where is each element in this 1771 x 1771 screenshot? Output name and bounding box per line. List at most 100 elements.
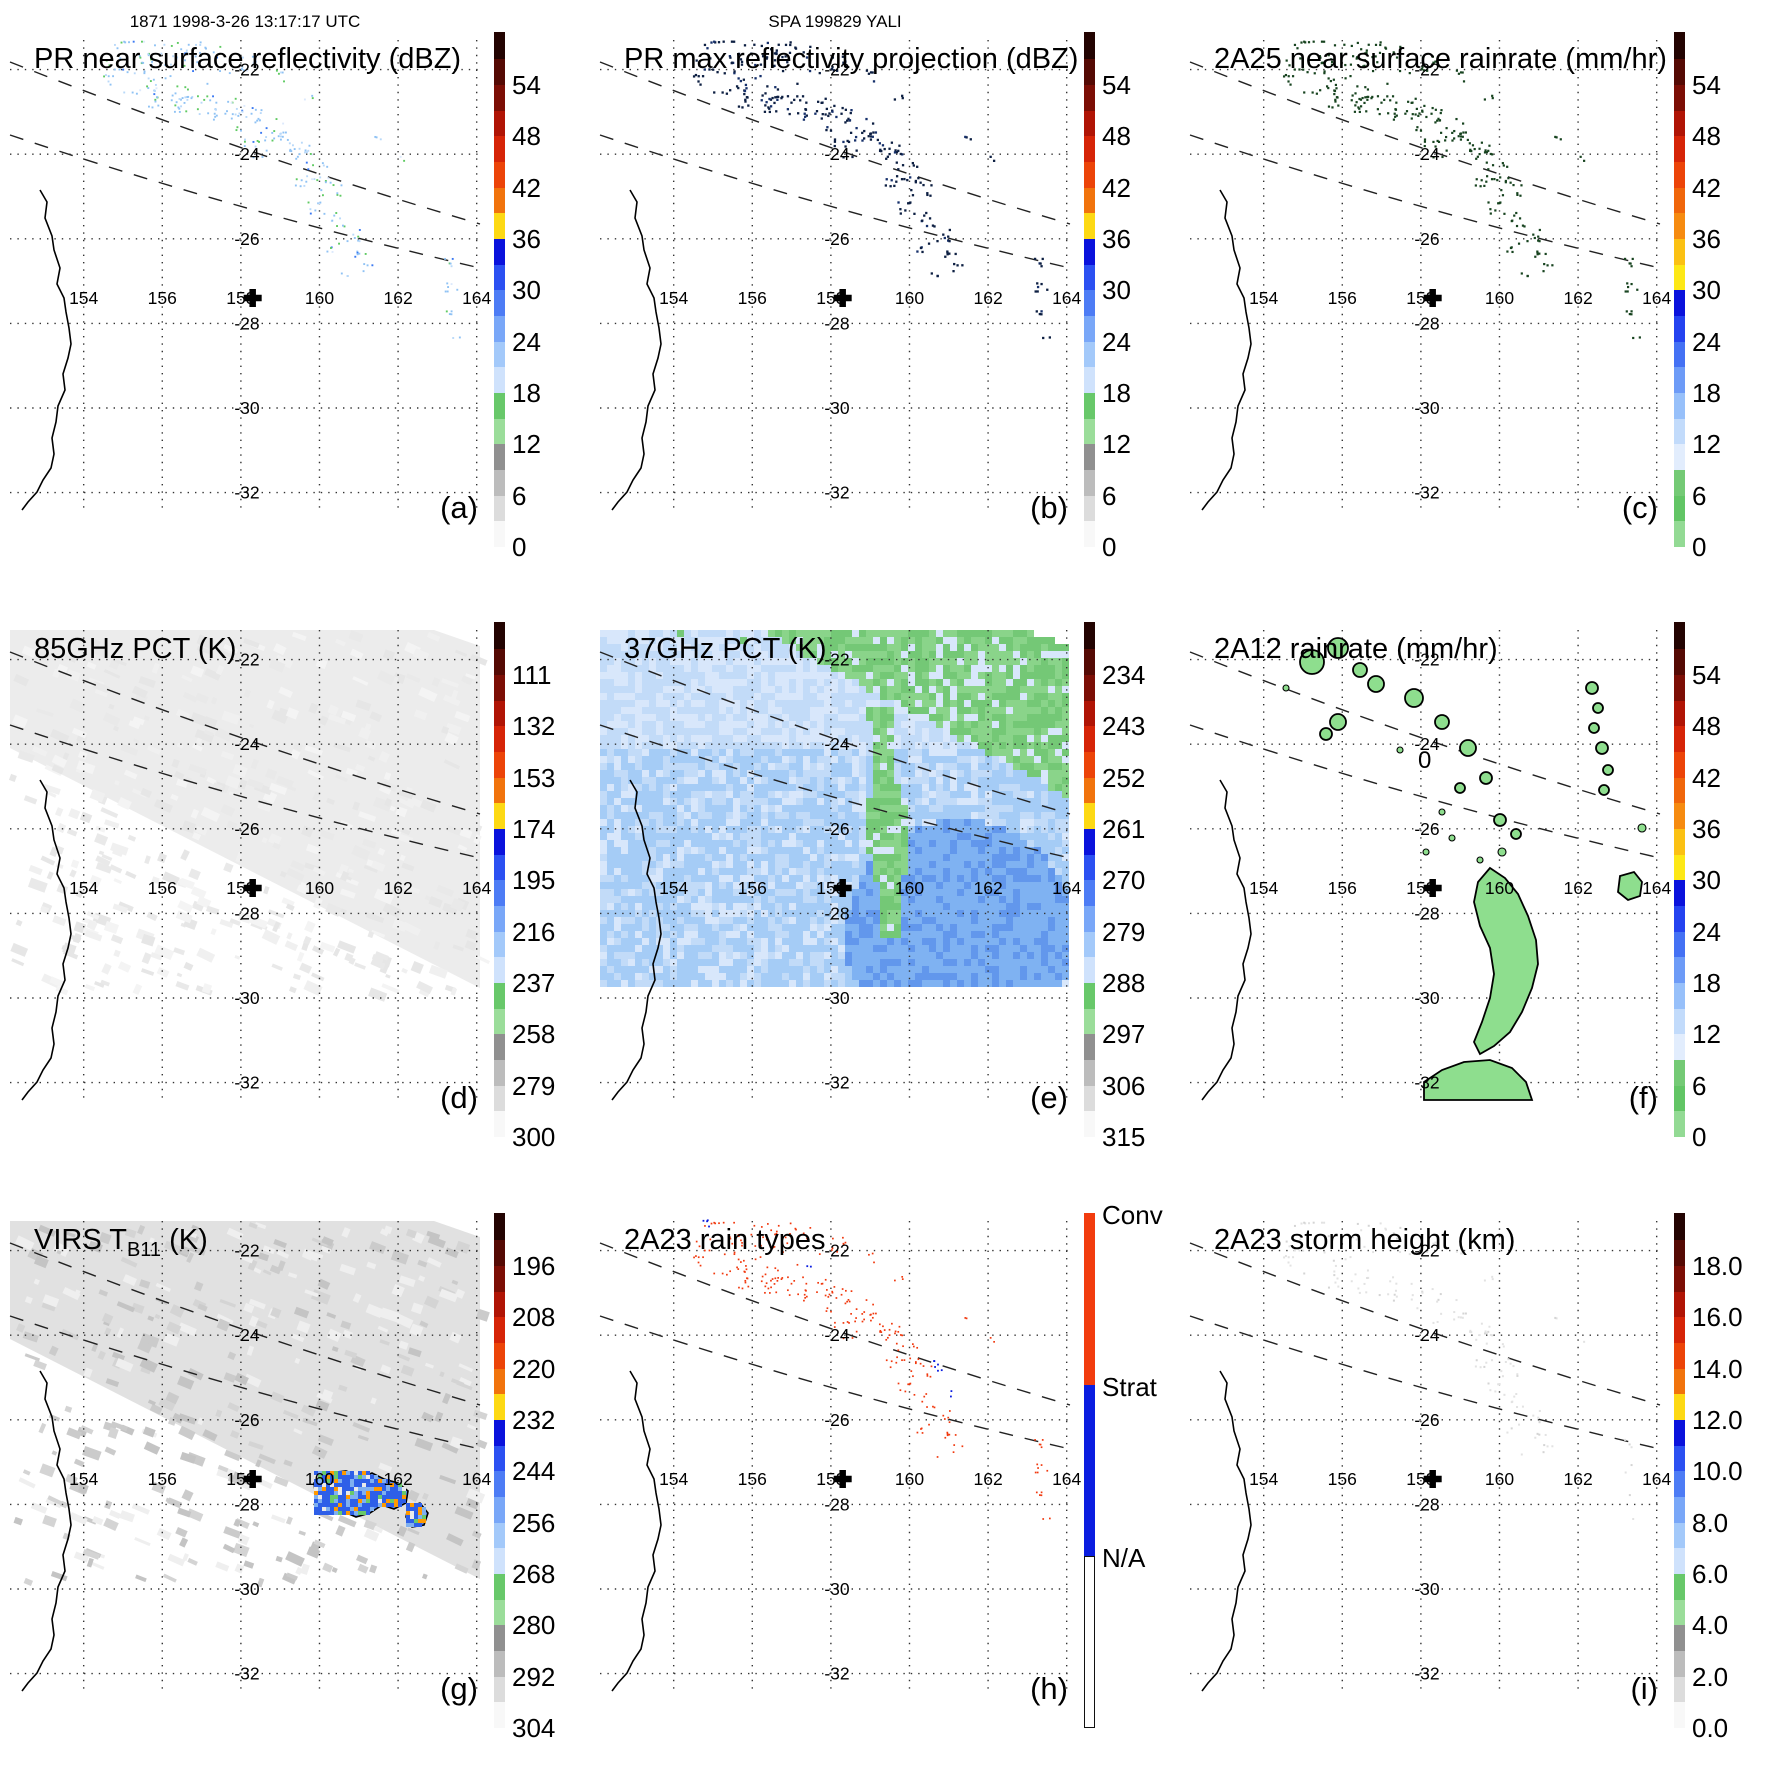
raster-cell bbox=[1055, 833, 1062, 840]
raster-cell bbox=[719, 798, 726, 805]
raster-cell bbox=[1027, 889, 1034, 896]
raster-cell bbox=[712, 861, 719, 868]
raster-cell bbox=[1027, 924, 1034, 931]
texture-blob bbox=[452, 944, 465, 952]
raster-cell bbox=[635, 959, 642, 966]
raster-cell bbox=[719, 728, 726, 735]
raster-cell bbox=[1041, 742, 1048, 749]
texture-blob bbox=[192, 832, 202, 841]
data-dot bbox=[444, 290, 447, 293]
raster-cell bbox=[1041, 833, 1048, 840]
data-dot bbox=[183, 101, 186, 104]
raster-cell bbox=[866, 812, 873, 819]
data-dot bbox=[1360, 48, 1363, 51]
data-dot bbox=[1630, 265, 1633, 268]
raster-cell bbox=[1034, 966, 1041, 973]
data-dot bbox=[224, 112, 227, 115]
raster-cell bbox=[908, 903, 915, 910]
raster-cell bbox=[607, 805, 614, 812]
raster-cell bbox=[936, 854, 943, 861]
texture-blob bbox=[363, 864, 378, 874]
raster-cell bbox=[880, 875, 887, 882]
raster-cell bbox=[705, 735, 712, 742]
raster-cell bbox=[1027, 798, 1034, 805]
colorbar-seg bbox=[494, 521, 505, 547]
raster-cell bbox=[782, 868, 789, 875]
raster-cell bbox=[712, 896, 719, 903]
raster-cell bbox=[866, 714, 873, 721]
data-dot bbox=[888, 152, 891, 156]
raster-cell bbox=[880, 700, 887, 707]
raster-cell bbox=[999, 749, 1006, 756]
texture-blob bbox=[284, 940, 299, 952]
raster-cell bbox=[936, 798, 943, 805]
raster-cell bbox=[803, 637, 810, 644]
raster-cell bbox=[712, 973, 719, 980]
data-dot bbox=[1630, 282, 1633, 286]
lon-label: 154 bbox=[69, 878, 98, 898]
texture-blob bbox=[79, 811, 93, 824]
raster-cell bbox=[1048, 651, 1055, 658]
raster-cell bbox=[873, 679, 880, 686]
raster-cell bbox=[964, 966, 971, 973]
raster-cell bbox=[845, 945, 852, 952]
lon-label: 160 bbox=[305, 288, 334, 308]
raster-cell bbox=[663, 672, 670, 679]
raster-cell bbox=[845, 700, 852, 707]
raster-cell bbox=[908, 959, 915, 966]
colorbar-tick: 12 bbox=[1692, 429, 1721, 460]
texture-blob bbox=[140, 787, 153, 799]
data-dot bbox=[450, 283, 453, 286]
data-dot bbox=[1370, 97, 1373, 100]
raster-cell bbox=[1020, 714, 1027, 721]
raster-cell bbox=[789, 966, 796, 973]
raster-cell bbox=[1006, 938, 1013, 945]
raster-cell bbox=[992, 819, 999, 826]
raster-cell bbox=[859, 819, 866, 826]
raster-cell bbox=[810, 896, 817, 903]
raster-cell bbox=[677, 826, 684, 833]
raster-cell bbox=[915, 840, 922, 847]
raster-cell bbox=[936, 924, 943, 931]
raster-cell bbox=[971, 637, 978, 644]
raster-cell bbox=[635, 875, 642, 882]
raster-cell bbox=[754, 700, 761, 707]
raster-cell bbox=[929, 686, 936, 693]
raster-cell bbox=[985, 770, 992, 777]
colorbar-seg bbox=[1674, 444, 1685, 470]
raster-cell bbox=[628, 861, 635, 868]
raster-cell bbox=[985, 854, 992, 861]
raster-cell bbox=[670, 763, 677, 770]
data-dot bbox=[744, 98, 747, 101]
data-dot bbox=[458, 336, 461, 339]
raster-cell bbox=[1020, 924, 1027, 931]
lat-label: -30 bbox=[1414, 398, 1440, 418]
raster-cell bbox=[642, 728, 649, 735]
raster-cell bbox=[929, 700, 936, 707]
raster-cell bbox=[719, 854, 726, 861]
raster-cell bbox=[754, 826, 761, 833]
data-dot bbox=[1333, 89, 1337, 93]
raster-cell bbox=[677, 665, 684, 672]
raster-cell bbox=[873, 847, 880, 854]
raster-cell bbox=[600, 742, 607, 749]
raster-cell bbox=[985, 882, 992, 889]
raster-cell bbox=[1027, 749, 1034, 756]
raster-cell bbox=[1041, 903, 1048, 910]
data-dot bbox=[153, 93, 156, 96]
raster-cell bbox=[803, 665, 810, 672]
raster-cell bbox=[740, 763, 747, 770]
data-dot bbox=[230, 117, 233, 120]
data-dot bbox=[305, 180, 308, 183]
raster-cell bbox=[817, 770, 824, 777]
raster-cell bbox=[936, 847, 943, 854]
raster-cell bbox=[621, 847, 628, 854]
raster-cell bbox=[754, 651, 761, 658]
data-dot bbox=[304, 149, 307, 152]
raster-cell bbox=[719, 637, 726, 644]
raster-cell bbox=[1048, 637, 1055, 644]
raster-cell bbox=[999, 714, 1006, 721]
data-dot bbox=[1293, 68, 1296, 71]
data-dot bbox=[739, 58, 743, 61]
raster-cell bbox=[628, 966, 635, 973]
